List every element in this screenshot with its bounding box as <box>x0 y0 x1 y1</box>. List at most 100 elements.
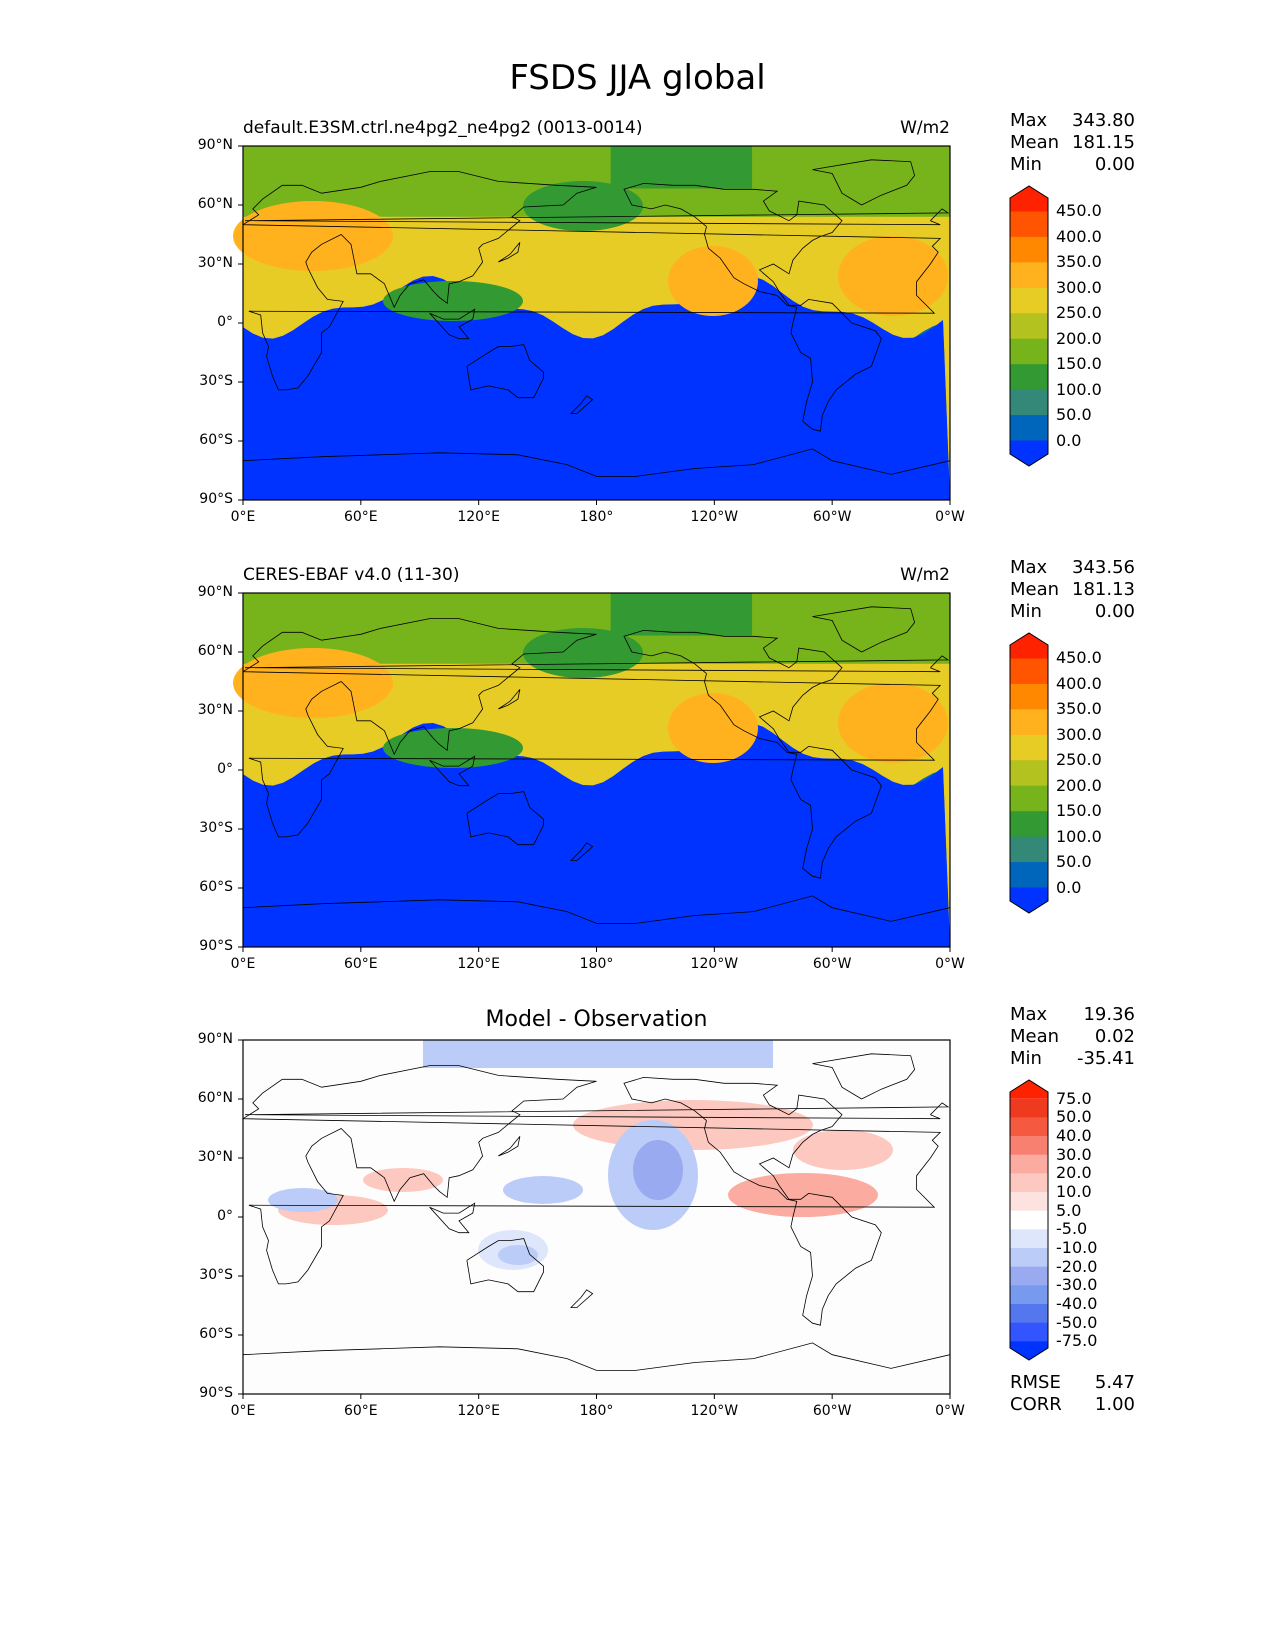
colorbar-test <box>1009 185 1049 467</box>
colorbar-reference <box>1009 632 1049 914</box>
field-band <box>610 593 753 636</box>
x-tick-label: 120°W <box>690 956 739 972</box>
colorbar-label: 300.0 <box>1056 724 1102 744</box>
coastline <box>429 755 476 787</box>
stat-row: Mean 0.02 <box>1010 1026 1135 1048</box>
coastline <box>244 208 950 226</box>
colorbar-band <box>1010 415 1048 442</box>
field-band <box>243 276 950 500</box>
panel-title-test: default.E3SM.ctrl.ne4pg2_ne4pg2 (0013-00… <box>243 118 643 138</box>
y-tick-label: 60°S <box>199 1326 233 1342</box>
colorbar-band <box>1010 709 1048 736</box>
metric-value: 1.00 <box>1094 1394 1135 1415</box>
colorbar-label: 50.0 <box>1056 1107 1092 1127</box>
x-tick-label: 180° <box>579 509 614 525</box>
stat-row: Max 343.80 <box>1010 110 1135 132</box>
colorbar-band <box>1010 287 1048 314</box>
stat-label: Mean <box>1010 1026 1060 1047</box>
y-tick-label: 90°S <box>199 1385 233 1401</box>
colorbar-extend-max <box>1010 1080 1048 1099</box>
colorbar-band <box>1010 313 1048 340</box>
colorbar-band <box>1010 1322 1048 1342</box>
colorbar-band <box>1010 1136 1048 1156</box>
colorbar-label: -30.0 <box>1056 1275 1098 1295</box>
colorbar-label: 450.0 <box>1056 201 1102 221</box>
coastline <box>623 1076 882 1326</box>
stat-value: 181.13 <box>1072 579 1135 600</box>
x-tick-label: 60°W <box>812 509 852 525</box>
stat-value: 0.00 <box>1094 601 1135 622</box>
y-tick-label: 60°N <box>197 196 233 212</box>
stat-label: Mean <box>1010 579 1060 600</box>
colorbar-label: -40.0 <box>1056 1294 1098 1313</box>
stat-value: 343.56 <box>1072 557 1135 578</box>
metric-row: RMSE 5.47 <box>1010 1372 1135 1394</box>
coastline <box>242 448 951 477</box>
x-tick-label: 120°W <box>690 1403 739 1419</box>
colorbar-label: 250.0 <box>1056 750 1102 770</box>
x-tick-label: 60°W <box>812 1403 852 1419</box>
colorbar-band <box>1010 1117 1048 1137</box>
coastline <box>498 689 521 710</box>
colorbar-band <box>1010 734 1048 761</box>
x-tick-label: 180° <box>579 956 614 972</box>
y-tick-label: 30°N <box>197 255 233 271</box>
field-band <box>243 723 950 947</box>
field-maximum <box>838 683 948 763</box>
x-tick-label: 60°E <box>343 956 378 972</box>
colorbar-label: 150.0 <box>1056 354 1102 374</box>
colorbar-label: 100.0 <box>1056 379 1102 399</box>
map-reference <box>233 592 951 952</box>
stat-row: Min 0.00 <box>1010 601 1135 623</box>
stat-label: Min <box>1010 1048 1042 1069</box>
colorbar-label: 40.0 <box>1056 1126 1092 1145</box>
colorbar-band <box>1010 811 1048 838</box>
stat-value: 0.00 <box>1094 154 1135 175</box>
coastline <box>570 1289 594 1308</box>
metric-label: RMSE <box>1010 1372 1061 1393</box>
colorbar-label: 5.0 <box>1056 1200 1082 1220</box>
colorbar-label: 350.0 <box>1056 699 1102 719</box>
colorbar-extend-min <box>1010 1341 1048 1360</box>
panel-title-reference: CERES-EBAF v4.0 (11-30) <box>243 565 460 585</box>
colorbar-band <box>1010 1229 1048 1249</box>
field-band <box>610 146 753 189</box>
colorbar-band <box>1010 1248 1048 1268</box>
colorbar-outline <box>1009 185 1049 467</box>
colorbar-band <box>1010 862 1048 889</box>
colorbar-label: 10.0 <box>1056 1182 1092 1201</box>
y-tick-label: 30°S <box>199 1267 233 1283</box>
field-anomaly <box>423 1040 773 1068</box>
field-maximum <box>668 693 758 763</box>
colorbar-band <box>1010 1266 1048 1286</box>
stats-reference: Max 343.56 Mean 181.13 Min 0.00 <box>1010 557 1135 623</box>
colorbar-label: 200.0 <box>1056 328 1102 348</box>
coastline <box>812 159 916 206</box>
colorbar-outline <box>1009 632 1049 914</box>
y-tick-label: 30°N <box>197 1149 233 1165</box>
stat-value: 19.36 <box>1083 1004 1135 1025</box>
colorbar-band <box>1010 338 1048 365</box>
coastline <box>623 629 882 879</box>
field-minimum <box>523 628 643 678</box>
field-anomaly <box>268 1188 338 1212</box>
x-tick-label: 0°E <box>230 509 256 525</box>
stat-label: Min <box>1010 601 1042 622</box>
field-minimum <box>383 281 523 321</box>
colorbar-label: 50.0 <box>1056 852 1092 872</box>
field-anomaly <box>503 1176 583 1204</box>
colorbar-band <box>1010 1210 1048 1230</box>
colorbar-label: 400.0 <box>1056 673 1102 693</box>
metric-row: CORR 1.00 <box>1010 1394 1135 1416</box>
colorbar-label: 50.0 <box>1056 405 1092 425</box>
x-tick-label: 120°E <box>457 509 500 525</box>
y-tick-label: 90°S <box>199 938 233 954</box>
stat-label: Min <box>1010 154 1042 175</box>
colorbar-label: 300.0 <box>1056 277 1102 297</box>
coastline <box>498 1136 521 1157</box>
colorbar-band <box>1010 1173 1048 1193</box>
y-tick-label: 0° <box>217 761 233 777</box>
field-anomaly <box>573 1100 813 1150</box>
x-tick-label: 120°E <box>457 956 500 972</box>
x-tick-label: 60°W <box>812 956 852 972</box>
